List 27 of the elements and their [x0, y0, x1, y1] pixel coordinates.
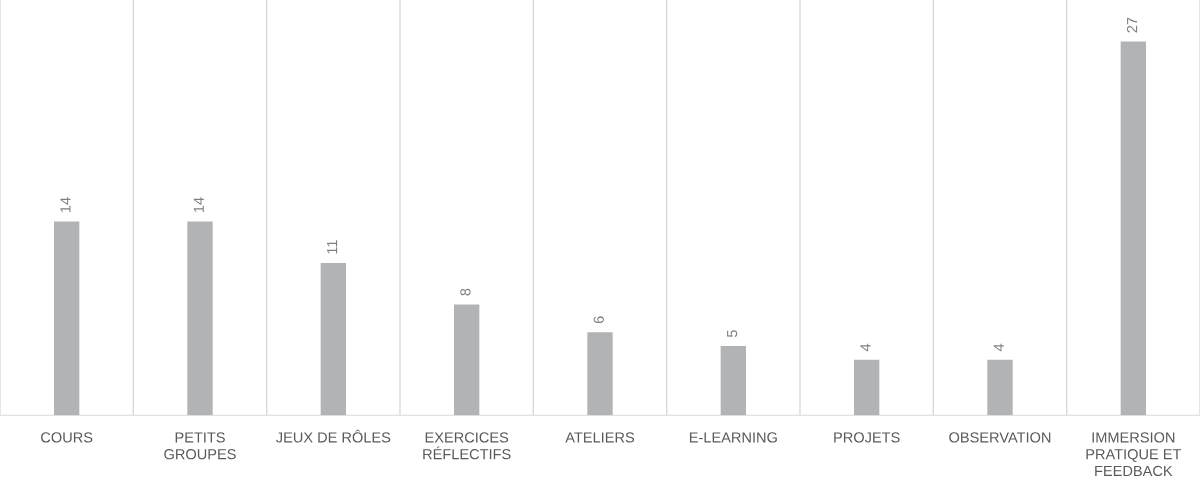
x-tick-label: JEUX DE RÔLES: [276, 429, 391, 443]
data-label: 6: [593, 316, 604, 324]
bar: [187, 221, 213, 416]
bar: [320, 262, 346, 416]
bar: [1120, 41, 1146, 416]
bar: [54, 221, 80, 416]
data-label: 14: [60, 197, 71, 212]
x-tick-label: E-LEARNING: [689, 432, 777, 443]
x-tick-label: PROJETS: [834, 432, 900, 443]
bar: [720, 346, 746, 416]
x-tick-label: PETITS GROUPES: [164, 432, 236, 460]
x-tick-label: EXERCICES RÉFLECTIFS: [423, 432, 511, 460]
x-tick-label: ATELIERS: [565, 432, 635, 443]
data-label: 5: [727, 330, 738, 338]
x-tick-label: IMMERSION PRATIQUE ET FEEDBACK: [1086, 432, 1182, 477]
data-label: 8: [460, 288, 471, 296]
bar: [987, 359, 1013, 416]
x-tick-label: COURS: [41, 432, 93, 443]
data-label: 4: [860, 343, 871, 352]
data-label: 14: [193, 197, 204, 212]
bar: [587, 332, 613, 416]
data-label: 4: [993, 343, 1004, 352]
data-label: 27: [1126, 17, 1138, 33]
bar: [854, 359, 880, 416]
x-tick-label: OBSERVATION: [949, 432, 1051, 443]
bar: [454, 304, 480, 416]
data-label: 11: [327, 240, 338, 254]
